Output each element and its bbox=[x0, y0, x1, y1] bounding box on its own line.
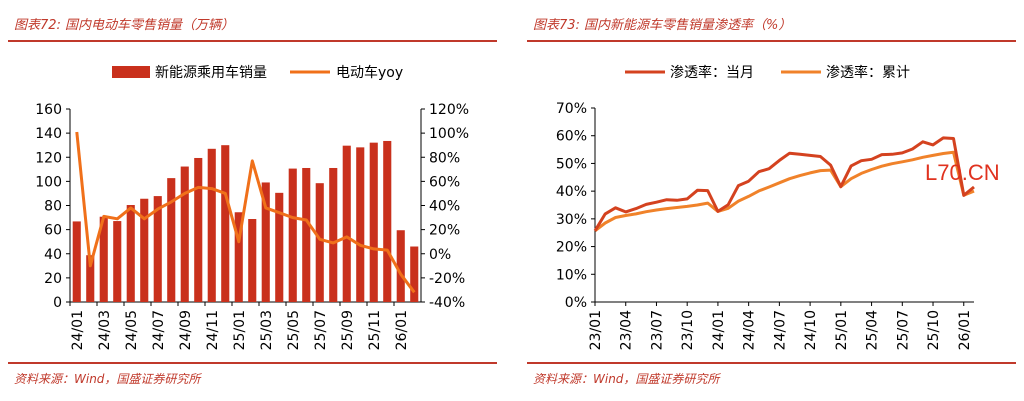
sales-bar bbox=[288, 168, 297, 302]
sales-bar bbox=[342, 145, 351, 302]
x-tick-label: 25/01 bbox=[232, 310, 248, 350]
y-tick-label: 10% bbox=[556, 267, 587, 283]
x-tick-label: 25/10 bbox=[926, 310, 942, 350]
sales-bar bbox=[275, 192, 284, 302]
sales-bar bbox=[369, 142, 378, 302]
x-tick-label: 24/05 bbox=[124, 310, 140, 350]
sales-bar bbox=[221, 145, 230, 302]
right-bottom-rule bbox=[527, 362, 1016, 364]
x-tick-label: 25/11 bbox=[367, 310, 383, 350]
y-tick-label: 70% bbox=[556, 101, 587, 117]
left-source-note: 资料来源：Wind，国盛证券研究所 bbox=[14, 372, 201, 386]
legend-swatch-bar bbox=[112, 66, 150, 78]
x-tick-label: 23/01 bbox=[588, 310, 604, 350]
x-tick-label: 24/01 bbox=[70, 310, 86, 350]
left-top-rule bbox=[8, 40, 497, 42]
right-y-tick-label: 0% bbox=[429, 247, 451, 263]
sales-bar bbox=[167, 178, 176, 302]
right-y-tick-label: 60% bbox=[429, 174, 460, 190]
sales-bar bbox=[396, 230, 405, 302]
sales-bar bbox=[113, 221, 122, 302]
left-y-tick-label: 80 bbox=[44, 199, 62, 215]
left-y-tick-label: 60 bbox=[44, 223, 62, 239]
sales-bar bbox=[383, 140, 392, 302]
y-tick-label: 30% bbox=[556, 212, 587, 228]
right-figure-title: 图表73: 国内新能源车零售销量渗透率（%） bbox=[533, 18, 792, 33]
right-top-rule bbox=[527, 40, 1016, 42]
left-y-tick-label: 40 bbox=[44, 247, 62, 263]
right-y-tick-label: -20% bbox=[429, 271, 465, 287]
yoy-line bbox=[75, 131, 416, 294]
x-tick-label: 24/10 bbox=[803, 310, 819, 350]
sales-bar bbox=[356, 147, 365, 302]
sales-bar bbox=[261, 182, 270, 302]
y-tick-label: 40% bbox=[556, 184, 587, 200]
sales-bar bbox=[72, 221, 81, 302]
x-tick-label: 24/07 bbox=[151, 310, 167, 350]
sales-bar bbox=[99, 216, 108, 302]
left-y-tick-label: 100 bbox=[35, 174, 62, 190]
x-tick-label: 25/05 bbox=[286, 310, 302, 350]
sales-bar bbox=[86, 255, 95, 302]
sales-bar bbox=[315, 183, 324, 302]
x-tick-label: 25/09 bbox=[340, 310, 356, 350]
right-y-tick-label: 120% bbox=[429, 102, 469, 118]
left-y-tick-label: 160 bbox=[35, 102, 62, 118]
left-y-tick-label: 120 bbox=[35, 150, 62, 166]
left-figure-title: 图表72: 国内电动车零售销量（万辆） bbox=[14, 18, 235, 33]
x-tick-label: 23/10 bbox=[680, 310, 696, 350]
sales-bar bbox=[153, 196, 162, 302]
sales-bar bbox=[329, 167, 338, 302]
sales-bar bbox=[126, 205, 135, 302]
x-tick-label: 26/01 bbox=[394, 310, 410, 350]
right-chart-panel: 图表73: 国内新能源车零售销量渗透率（%） 0% 10% 20% 30% 40% 50%… bbox=[519, 0, 1024, 401]
x-tick-label: 23/07 bbox=[649, 310, 665, 350]
right-y-tick-label: 100% bbox=[429, 126, 469, 142]
x-tick-label: 24/01 bbox=[711, 310, 727, 350]
ev-sales-chart: 0 20 40 60 80 100 120 140 160 -40% -20% 0% 20% 40% 60%… bbox=[35, 64, 469, 350]
x-tick-label: 25/03 bbox=[259, 310, 275, 350]
monthly-rate-line bbox=[593, 136, 975, 232]
sales-bar bbox=[234, 212, 243, 302]
y-tick-label: 50% bbox=[556, 156, 587, 172]
x-tick-label: 26/01 bbox=[957, 310, 973, 350]
sales-bar bbox=[180, 166, 189, 302]
y-tick-label: 60% bbox=[556, 129, 587, 145]
sales-bar bbox=[140, 198, 149, 302]
x-tick-label: 24/07 bbox=[772, 310, 788, 350]
legend-label-monthly: 渗透率：当月 bbox=[670, 64, 754, 81]
legend-label-cumulative: 渗透率：累计 bbox=[826, 64, 910, 81]
sales-bar bbox=[302, 167, 311, 302]
y-tick-label: 0% bbox=[565, 295, 587, 311]
right-source-note: 资料来源：Wind，国盛证券研究所 bbox=[533, 372, 720, 386]
left-chart-panel: 图表72: 国内电动车零售销量（万辆） 0 20 40 60 80 100 120 140 16… bbox=[0, 0, 505, 401]
sales-bar bbox=[410, 246, 419, 302]
x-tick-label: 25/01 bbox=[834, 310, 850, 350]
sales-bar bbox=[207, 148, 216, 302]
x-tick-label: 25/07 bbox=[313, 310, 329, 350]
right-y-tick-label: -40% bbox=[429, 295, 465, 311]
left-bottom-rule bbox=[8, 362, 497, 364]
left-y-tick-label: 20 bbox=[44, 271, 62, 287]
x-tick-label: 23/04 bbox=[619, 310, 635, 350]
x-tick-label: 24/03 bbox=[97, 310, 113, 350]
right-y-tick-label: 40% bbox=[429, 199, 460, 215]
left-y-tick-label: 140 bbox=[35, 126, 62, 142]
x-tick-label: 24/04 bbox=[742, 310, 758, 350]
x-tick-label: 24/09 bbox=[178, 310, 194, 350]
y-tick-label: 20% bbox=[556, 240, 587, 256]
legend-label-yoy: 电动车yoy bbox=[336, 64, 403, 81]
x-tick-label: 25/04 bbox=[865, 310, 881, 350]
sales-bar bbox=[194, 157, 203, 302]
penetration-rate-chart: 0% 10% 20% 30% 40% 50% 60% 70% 23/01 23/04 23/07 23… bbox=[556, 64, 975, 350]
left-y-tick-label: 0 bbox=[53, 295, 62, 311]
right-y-tick-label: 80% bbox=[429, 150, 460, 166]
legend-label-bar: 新能源乘用车销量 bbox=[155, 64, 267, 81]
cumulative-rate-line bbox=[594, 150, 975, 232]
sales-bar bbox=[248, 219, 257, 302]
x-tick-label: 25/07 bbox=[895, 310, 911, 350]
x-tick-label: 24/11 bbox=[205, 310, 221, 350]
right-y-tick-label: 20% bbox=[429, 223, 460, 239]
watermark-logo: L70.CN bbox=[925, 160, 1000, 185]
